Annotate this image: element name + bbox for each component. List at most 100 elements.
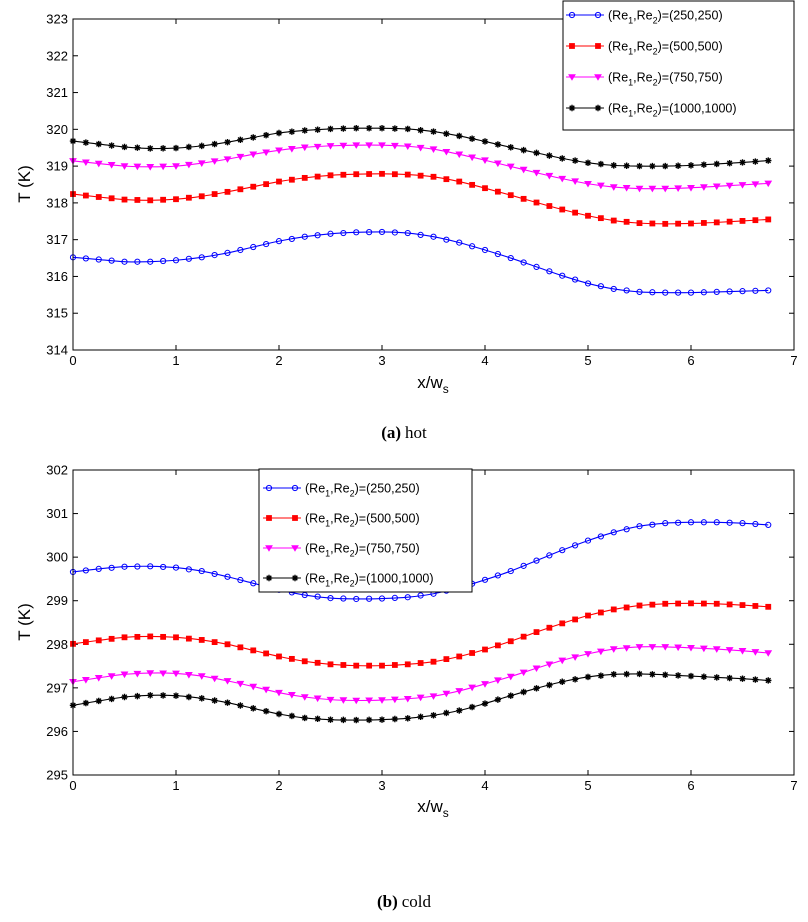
legend-entry: (Re1,Re2)=(250,250)	[305, 482, 420, 499]
data-point	[572, 542, 579, 549]
data-point	[662, 520, 669, 527]
data-point	[738, 648, 747, 655]
data-point	[688, 600, 694, 607]
data-point	[134, 692, 141, 700]
data-point	[533, 685, 540, 692]
data-point	[185, 635, 192, 642]
data-point	[82, 567, 89, 574]
data-point	[648, 185, 657, 193]
data-point	[353, 595, 360, 603]
data-point	[94, 675, 103, 682]
data-point	[404, 594, 411, 601]
data-point	[596, 648, 605, 656]
series-1	[70, 600, 772, 669]
data-point	[739, 288, 746, 295]
data-point	[250, 183, 257, 190]
data-point	[494, 642, 501, 649]
data-point	[366, 662, 373, 669]
data-point	[688, 220, 694, 227]
y-tick-label: 316	[46, 269, 68, 284]
y-tick-label: 319	[46, 159, 68, 174]
data-point	[482, 646, 488, 653]
y-tick-label: 317	[46, 232, 68, 247]
y-tick-label: 315	[46, 306, 68, 321]
data-point	[82, 139, 90, 146]
data-point	[108, 564, 115, 571]
data-point	[635, 185, 644, 193]
legend-marker	[568, 11, 576, 19]
data-point	[545, 172, 554, 180]
data-point	[456, 707, 463, 714]
data-point	[403, 143, 412, 151]
data-point	[609, 184, 618, 191]
data-point	[366, 595, 373, 602]
data-point	[610, 217, 617, 224]
data-point	[391, 715, 399, 723]
data-point	[276, 178, 282, 185]
data-point	[752, 287, 759, 294]
data-point	[468, 703, 476, 711]
data-point	[250, 243, 257, 251]
data-point	[700, 220, 707, 226]
data-point	[327, 716, 334, 723]
data-point	[429, 693, 438, 700]
data-point	[662, 600, 669, 607]
legend-entry: (Re1,Re2)=(250,250)	[608, 9, 723, 26]
data-point	[546, 552, 553, 559]
data-point	[378, 125, 386, 132]
y-tick-label: 314	[46, 343, 68, 358]
data-point	[314, 126, 321, 133]
data-point	[765, 216, 772, 223]
data-point	[197, 673, 206, 680]
x-tick-label: 1	[172, 353, 179, 368]
data-point	[675, 519, 682, 526]
data-point	[197, 160, 206, 167]
data-point	[352, 697, 361, 705]
y-tick-label: 322	[46, 48, 68, 63]
data-point	[287, 692, 296, 699]
data-point	[262, 149, 271, 157]
data-point	[314, 173, 321, 180]
y-tick-label: 300	[46, 550, 68, 565]
data-point	[147, 633, 154, 640]
y-axis-label-cold: T (K)	[15, 603, 34, 640]
data-point	[288, 655, 295, 662]
data-point	[507, 144, 514, 151]
data-point	[532, 665, 541, 673]
data-point	[636, 670, 643, 678]
data-point	[430, 173, 437, 180]
data-point	[391, 171, 398, 178]
data-point	[313, 143, 322, 151]
data-point	[262, 707, 270, 715]
data-point	[121, 196, 128, 203]
data-point	[571, 178, 580, 185]
data-point	[726, 159, 733, 167]
data-point	[636, 523, 643, 530]
data-point	[533, 149, 540, 157]
data-point	[456, 132, 463, 140]
x-tick-label: 4	[481, 353, 488, 368]
data-point	[700, 161, 708, 168]
data-point	[662, 289, 669, 296]
data-point	[211, 639, 218, 646]
data-point	[636, 162, 643, 170]
y-tick-label: 296	[46, 724, 68, 739]
data-point	[662, 220, 669, 227]
x-tick-label: 7	[790, 778, 797, 793]
legend-marker	[568, 104, 576, 112]
data-point	[481, 157, 489, 165]
data-point	[712, 646, 721, 653]
data-point	[726, 674, 733, 682]
data-point	[301, 714, 308, 722]
data-point	[159, 670, 168, 678]
data-point	[301, 174, 308, 181]
data-point	[559, 678, 566, 685]
data-point	[546, 203, 553, 209]
data-point	[301, 658, 308, 665]
data-point	[224, 699, 231, 706]
data-point	[648, 644, 657, 651]
data-point	[687, 672, 695, 680]
data-point	[211, 252, 218, 259]
caption-cold: (b) cold	[377, 892, 432, 911]
